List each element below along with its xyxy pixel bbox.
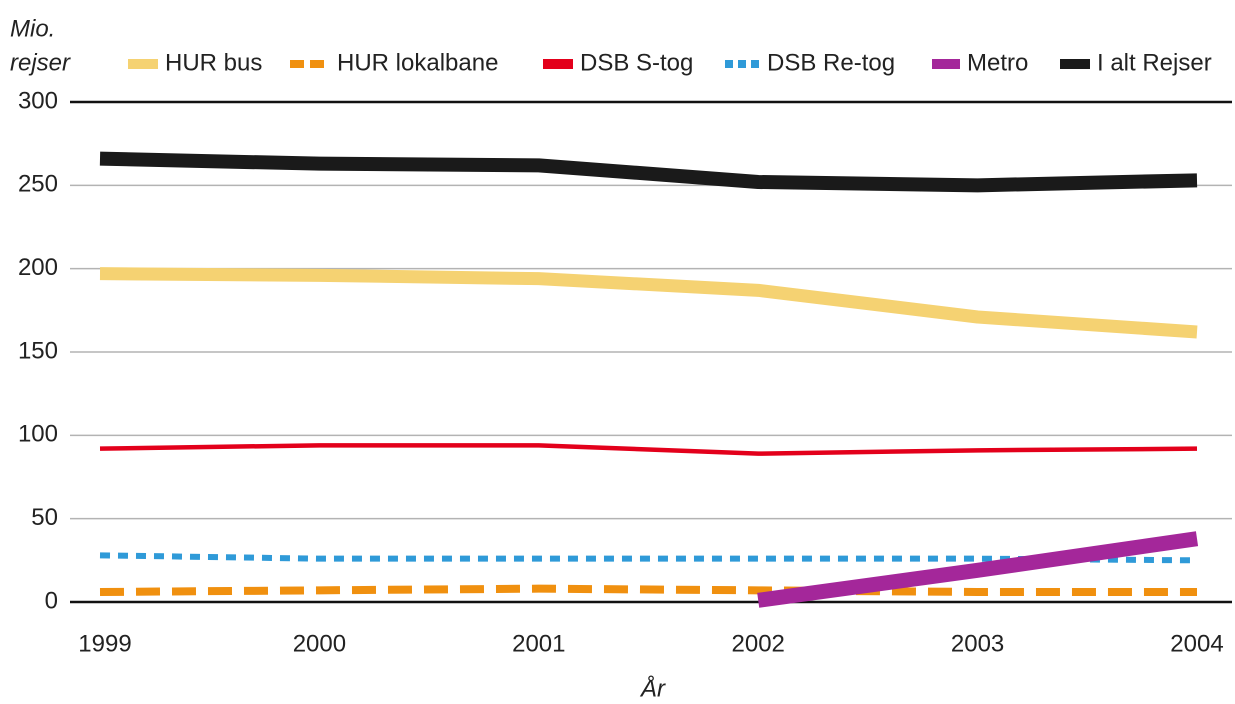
series-line	[99, 552, 1198, 564]
y-tick-label: 300	[18, 87, 58, 114]
y-tick-label: 200	[18, 254, 58, 281]
y-tick-label: 150	[18, 337, 58, 364]
y-tick-label: 100	[18, 421, 58, 448]
legend-label: HUR lokalbane	[337, 49, 498, 76]
x-tick-label: 2002	[732, 630, 785, 657]
legend-label: DSB Re-tog	[767, 49, 895, 76]
x-tick-label: 2000	[293, 630, 346, 657]
x-tick-label: 2001	[512, 630, 565, 657]
legend-label: DSB S-tog	[580, 49, 693, 76]
series-line	[99, 443, 1198, 456]
x-tick-label: 1999	[78, 630, 131, 657]
series-line	[99, 267, 1198, 339]
y-tick-label: 50	[31, 504, 58, 531]
y-axis-label: rejser	[10, 49, 71, 76]
legend-label: HUR bus	[165, 49, 262, 76]
x-axis-label: År	[639, 674, 666, 702]
legend-label: I alt Rejser	[1097, 49, 1212, 76]
legend-label: Metro	[967, 49, 1028, 76]
x-tick-label: 2004	[1170, 630, 1223, 657]
x-tick-label: 2003	[951, 630, 1004, 657]
y-axis-label: Mio.	[10, 15, 55, 42]
series-line	[757, 531, 1199, 608]
y-tick-label: 250	[18, 171, 58, 198]
series-line	[99, 151, 1198, 193]
series-line	[99, 584, 1197, 596]
y-tick-label: 0	[45, 587, 58, 614]
